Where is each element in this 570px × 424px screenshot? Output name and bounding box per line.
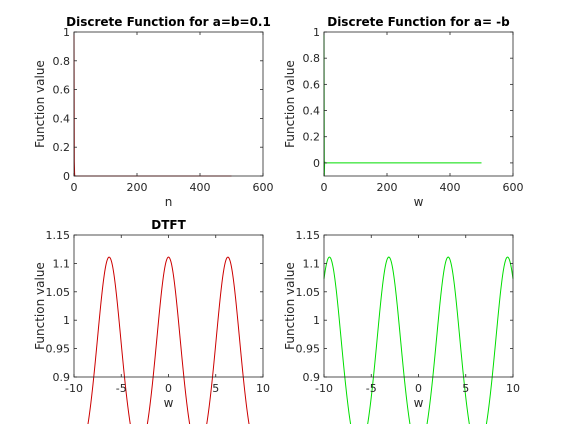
y-tick-label: 0.4: [53, 112, 71, 125]
chart-title: DTFT: [151, 218, 186, 232]
x-tick-label: 5: [212, 382, 219, 395]
y-tick-label: 0.6: [303, 78, 321, 91]
x-tick-label: 0: [415, 382, 422, 395]
y-tick-label: 1: [313, 314, 320, 327]
y-tick-label: 0.8: [53, 55, 71, 68]
y-tick-label: 0.9: [303, 371, 321, 384]
y-tick-label: 0.4: [303, 105, 321, 118]
series-line-2-1: [323, 31, 482, 177]
x-tick-label: 200: [377, 181, 398, 194]
x-tick-label: 200: [127, 181, 148, 194]
x-tick-label: 5: [462, 382, 469, 395]
y-tick-label: 1.1: [303, 257, 321, 270]
y-tick-label: 0: [63, 170, 70, 183]
y-tick-label: 0.95: [46, 343, 71, 356]
chart-title: Discrete Function for a=b=0.1: [66, 15, 271, 29]
x-tick-label: 600: [253, 181, 274, 194]
axes-box-2: [323, 31, 514, 177]
y-tick-label: 0.6: [53, 84, 71, 97]
x-tick-label: -10: [65, 382, 83, 395]
chart-panel-3: -10 -5 0 5 10 0.9 0.95 1 1.05 1.1 1.15 DTFT w Functio…: [33, 218, 270, 424]
y-axis-label: Function value: [33, 60, 47, 148]
x-tick-label: 0: [321, 181, 328, 194]
x-axis-label: w: [164, 396, 174, 410]
chart-panel-2: 0 200 400 600 0 0.2 0.4 0.6 0.8 1 Discrete Functio…: [283, 15, 524, 209]
y-tick-label: 0.95: [296, 343, 321, 356]
x-tick-label: 600: [503, 181, 524, 194]
y-tick-label: 0.2: [53, 141, 71, 154]
x-tick-label: -5: [366, 382, 377, 395]
y-tick-label: 0.2: [303, 131, 321, 144]
x-tick-label: 0: [71, 181, 78, 194]
y-tick-label: 1: [63, 26, 70, 39]
x-tick-label: 400: [190, 181, 211, 194]
y-axis-label: Function value: [33, 262, 47, 350]
x-tick-label: 10: [256, 382, 270, 395]
axes-box-1: [73, 31, 264, 177]
y-tick-label: 1.15: [296, 229, 321, 242]
y-tick-label: 1.05: [296, 286, 321, 299]
x-tick-label: 10: [506, 382, 520, 395]
x-tick-label: 400: [440, 181, 461, 194]
x-axis-label: n: [165, 195, 173, 209]
y-axis-label: Function value: [283, 60, 297, 148]
y-tick-label: 1.05: [46, 286, 71, 299]
y-tick-label: 1: [63, 314, 70, 327]
y-tick-label: 0.9: [53, 371, 71, 384]
y-tick-label: 0.8: [303, 52, 321, 65]
x-axis-label: w: [414, 396, 424, 410]
series-line-3-1: [87, 256, 250, 424]
y-tick-label: 1.15: [46, 229, 71, 242]
x-tick-label: -10: [315, 382, 333, 395]
chart-panel-4: -10 -5 0 5 10 0.9 0.95 1 1.05 1.1 1.15 w Function va…: [283, 229, 520, 424]
y-axis-label: Function value: [283, 262, 297, 350]
x-axis-label: w: [414, 195, 424, 209]
x-tick-label: 0: [165, 382, 172, 395]
y-tick-label: 0: [313, 157, 320, 170]
y-tick-label: 1.1: [53, 257, 71, 270]
chart-title: Discrete Function for a= -b: [327, 15, 510, 29]
y-tick-label: 1: [313, 26, 320, 39]
x-tick-label: -5: [116, 382, 127, 395]
